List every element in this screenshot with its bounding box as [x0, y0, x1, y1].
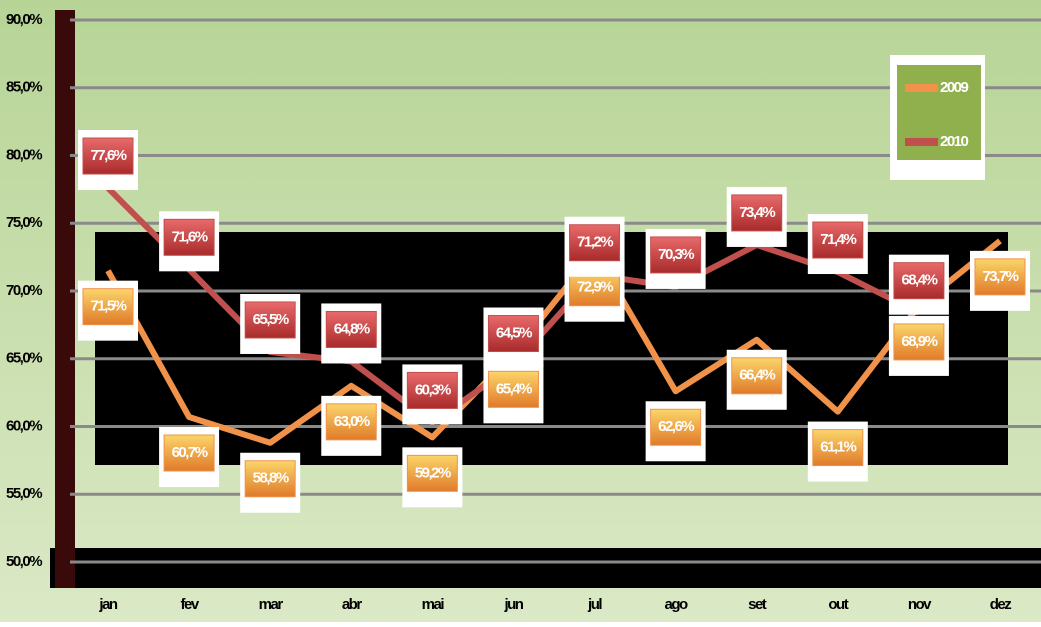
data-label: 64,8% [334, 320, 370, 337]
decor-wall [55, 10, 75, 588]
legend-label: 2009 [940, 79, 969, 96]
data-label: 65,5% [253, 311, 289, 328]
y-tick-label: 60,0% [6, 417, 42, 434]
data-label: 68,4% [901, 272, 937, 289]
data-label: 58,8% [253, 470, 289, 487]
data-label: 70,3% [658, 246, 694, 263]
data-label: 73,7% [982, 268, 1018, 285]
data-label: 71,5% [90, 298, 126, 315]
y-tick-label: 75,0% [6, 214, 42, 231]
x-tick-label: dez [990, 596, 1012, 613]
x-tick-label: abr [342, 596, 363, 613]
y-tick-label: 70,0% [6, 282, 42, 299]
x-tick-label: mai [422, 596, 445, 613]
x-tick-label: jul [587, 596, 602, 613]
data-label: 63,0% [334, 413, 370, 430]
x-tick-label: set [748, 596, 767, 613]
data-label: 61,1% [820, 439, 856, 456]
y-tick-label: 65,0% [6, 350, 42, 367]
data-label: 72,9% [577, 279, 613, 296]
data-label: 65,4% [496, 380, 532, 397]
x-tick-label: jun [503, 596, 523, 613]
data-label: 66,4% [739, 367, 775, 384]
x-tick-label: ago [665, 596, 689, 613]
data-label: 71,2% [577, 234, 613, 251]
legend-label: 2010 [940, 133, 969, 150]
data-label: 59,2% [415, 464, 451, 481]
x-tick-label: fev [180, 596, 199, 613]
data-label: 77,6% [90, 147, 126, 164]
data-label: 62,6% [658, 418, 694, 435]
data-label: 68,9% [901, 333, 937, 350]
x-tick-label: mar [259, 596, 284, 613]
data-label: 60,3% [415, 381, 451, 398]
y-tick-label: 90,0% [6, 11, 42, 28]
data-label: 73,4% [739, 204, 775, 221]
x-tick-label: jan [98, 596, 118, 613]
y-tick-label: 50,0% [6, 553, 42, 570]
decor-floor [50, 548, 1041, 588]
data-label: 71,6% [172, 228, 208, 245]
x-tick-label: out [828, 596, 848, 613]
chart: 71,5% 60,7% 58,8% 63,0% 59,2% 65,4% 72,9% 62,6%… [0, 0, 1041, 622]
y-tick-label: 55,0% [6, 485, 42, 502]
y-tick-label: 80,0% [6, 146, 42, 163]
x-tick-label: nov [908, 596, 932, 613]
data-label: 71,4% [820, 231, 856, 248]
data-label: 60,7% [172, 444, 208, 461]
data-label: 64,5% [496, 324, 532, 341]
y-tick-label: 85,0% [6, 79, 42, 96]
